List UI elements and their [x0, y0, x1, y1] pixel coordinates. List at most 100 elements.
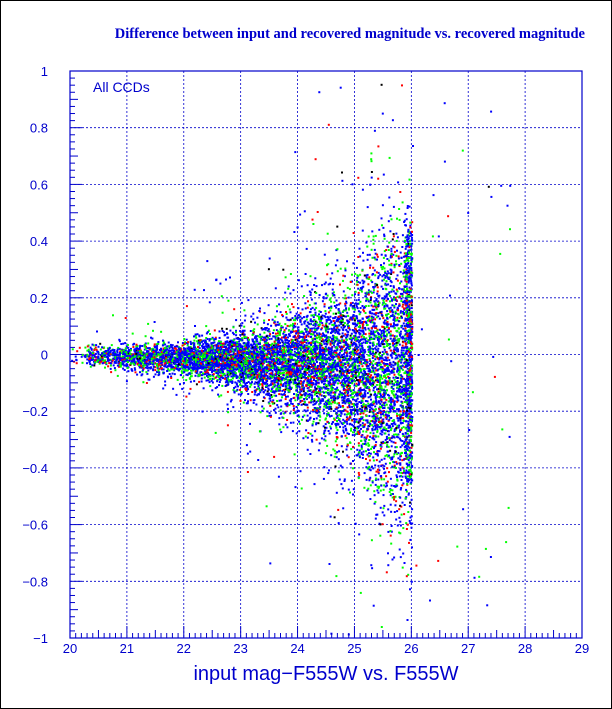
data-point [125, 359, 128, 362]
data-point [239, 364, 242, 367]
data-point [360, 290, 363, 293]
data-point [342, 357, 345, 360]
data-point [375, 316, 378, 319]
data-point [200, 355, 203, 358]
data-point [201, 354, 204, 357]
data-point [344, 267, 347, 270]
data-point [371, 480, 374, 483]
data-point [388, 394, 391, 397]
data-point [384, 438, 387, 441]
data-point [291, 378, 294, 381]
data-point [359, 281, 362, 284]
data-point [377, 300, 380, 303]
data-point [306, 371, 309, 374]
data-point [307, 353, 310, 356]
data-point [372, 235, 375, 238]
data-point [403, 372, 406, 375]
data-point [358, 449, 361, 452]
data-point [263, 336, 265, 339]
data-point [348, 307, 350, 310]
data-point [358, 319, 361, 322]
data-point [137, 353, 139, 356]
data-point [352, 460, 354, 462]
data-point [256, 316, 259, 319]
data-point [247, 388, 249, 391]
data-point [347, 364, 350, 367]
data-point [289, 311, 292, 314]
data-point [336, 451, 339, 454]
data-point [294, 315, 297, 317]
data-point [348, 400, 351, 402]
data-point [340, 326, 343, 329]
data-point [348, 288, 351, 291]
data-point [287, 345, 290, 348]
data-point [385, 377, 388, 379]
data-point [404, 325, 406, 327]
data-point [320, 327, 323, 330]
data-point [326, 273, 329, 276]
data-point [356, 346, 359, 349]
data-point [319, 386, 322, 389]
data-point [135, 349, 138, 352]
data-point [352, 391, 355, 394]
data-point [201, 334, 204, 337]
data-point [361, 229, 364, 232]
data-point [400, 427, 403, 430]
data-point [337, 328, 340, 331]
data-point [192, 351, 195, 353]
data-point [341, 379, 344, 382]
data-point [370, 248, 373, 251]
data-point [390, 390, 393, 392]
data-point [398, 395, 400, 398]
data-point [291, 356, 293, 359]
data-point [105, 350, 108, 353]
data-point [304, 378, 307, 381]
data-point [302, 388, 305, 391]
data-point [375, 384, 378, 386]
data-point [174, 367, 176, 369]
data-point [366, 434, 369, 437]
data-point [226, 369, 229, 372]
data-point [374, 353, 377, 356]
data-point [336, 332, 339, 335]
data-point [377, 145, 380, 148]
data-point [410, 515, 413, 518]
data-point [398, 389, 401, 392]
data-point [355, 350, 358, 353]
data-point [399, 488, 402, 491]
data-point [299, 344, 302, 346]
data-point [399, 532, 402, 535]
data-point [353, 310, 356, 313]
data-point [268, 338, 271, 341]
data-point [279, 330, 282, 333]
data-point [128, 359, 131, 362]
data-point [381, 403, 384, 406]
data-point [398, 339, 401, 342]
data-point [152, 369, 155, 372]
data-point [244, 314, 247, 317]
data-point [309, 432, 312, 435]
data-point [401, 324, 404, 327]
data-point [187, 346, 190, 349]
data-point [336, 402, 339, 405]
data-point [106, 350, 109, 353]
data-point [341, 332, 344, 335]
data-point [325, 426, 328, 429]
data-point [337, 522, 340, 525]
data-point [342, 340, 345, 343]
data-point [210, 342, 213, 345]
data-point [296, 364, 298, 367]
data-point [397, 341, 400, 344]
data-point [327, 393, 330, 396]
data-point [236, 366, 239, 369]
data-point [370, 407, 373, 410]
data-point [295, 317, 298, 320]
data-point [325, 334, 328, 337]
data-point [372, 242, 375, 245]
data-point [327, 318, 329, 321]
data-point [270, 388, 273, 391]
data-point [184, 341, 187, 344]
data-point [209, 333, 211, 335]
data-point [390, 484, 393, 487]
data-point [329, 383, 332, 386]
